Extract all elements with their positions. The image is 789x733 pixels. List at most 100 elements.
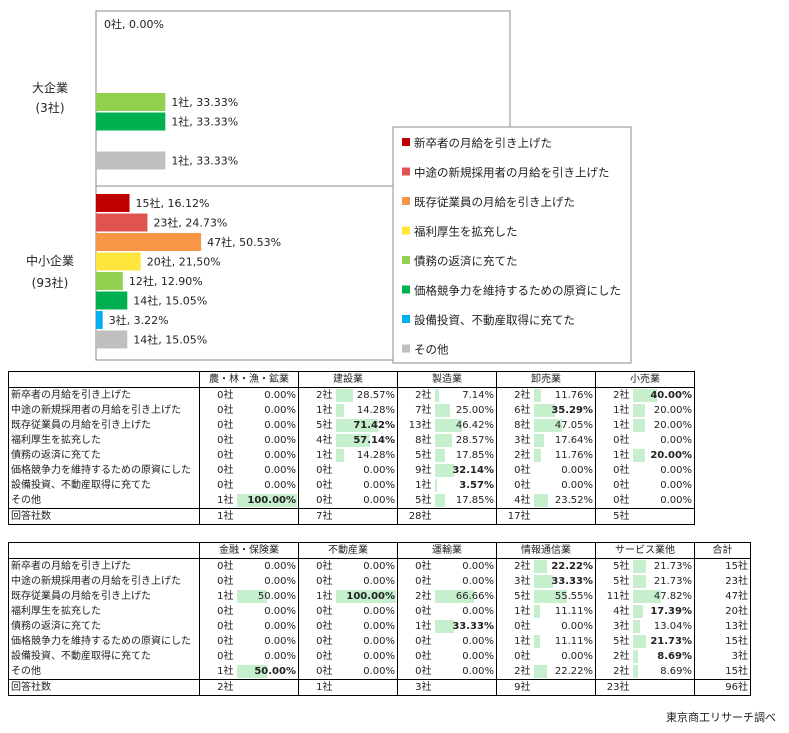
legend-swatch [402, 256, 410, 264]
count-cell: 0社 [298, 574, 335, 589]
row-label: 福利厚生を拡充した [8, 433, 200, 448]
percent-cell: 0.00% [533, 649, 596, 664]
percent-value: 22.22% [551, 561, 593, 572]
percent-bar [533, 449, 541, 462]
count-cell: 0社 [298, 619, 335, 634]
count-cell: 7社 [397, 403, 434, 418]
count-cell: 0社 [595, 493, 632, 509]
percent-value: 28.57% [356, 390, 395, 401]
percent-bar [632, 575, 646, 588]
percent-bar [533, 419, 562, 432]
percent-cell: 66.66% [434, 589, 497, 604]
percent-cell: 20.00% [631, 448, 695, 463]
count-cell: 1社 [397, 619, 434, 634]
percent-cell: 22.22% [533, 664, 596, 680]
count-cell: 9社 [397, 463, 434, 478]
percent-cell: 17.85% [434, 448, 497, 463]
percent-bar [434, 449, 446, 462]
row-label: 既存従業員の月給を引き上げた [8, 418, 200, 433]
percent-bar [434, 590, 475, 603]
percent-value: 11.11% [554, 606, 593, 617]
row-label: 価格競争力を維持するための原資にした [8, 463, 200, 478]
table-header: 金融・保険業 不動産業 運輸業 情報通信業 サービス業他 合計 [8, 542, 751, 559]
bar [96, 194, 130, 212]
percent-value: 28.57% [455, 435, 494, 446]
percent-value: 40.00% [650, 390, 692, 401]
percent-value: 0.00% [363, 495, 395, 506]
count-cell: 5社 [397, 448, 434, 463]
count-cell: 13社 [397, 418, 434, 433]
percent-cell: 33.33% [434, 619, 497, 634]
percent-cell: 17.39% [632, 604, 695, 619]
percent-cell: 0.00% [434, 664, 497, 680]
percent-cell: 0.00% [236, 463, 299, 478]
bar [96, 330, 128, 349]
legend-item: 既存従業員の月給を引き上げた [414, 195, 575, 209]
percent-value: 0.00% [264, 390, 296, 401]
count-cell: 3社 [397, 679, 434, 696]
count-cell: 0社 [496, 619, 533, 634]
percent-bar [335, 404, 345, 417]
count-cell: 0社 [397, 649, 434, 664]
count-cell: 0社 [199, 634, 236, 649]
table-row: 債務の返済に充てた 0社 0.00% 1社 14.28% 5社 17.85% 2社 11.76%… [8, 448, 695, 463]
percent-value: 71.42% [353, 420, 395, 431]
table-header: 農・林・漁・鉱業 建設業 製造業 卸売業 小売業 [8, 371, 695, 388]
data-label: 0社, 0.00% [104, 17, 164, 31]
count-cell: 1社 [199, 664, 236, 680]
percent-value: 0.00% [462, 606, 494, 617]
table-row: 福利厚生を拡充した 0社 0.00% 4社 57.14% 8社 28.57% 3社 17.64%… [8, 433, 695, 448]
count-cell: 1社 [298, 448, 335, 463]
column-header: 農・林・漁・鉱業 [199, 371, 299, 388]
percent-value: 57.14% [353, 435, 395, 446]
count-cell: 8社 [397, 433, 434, 448]
row-label: 債務の返済に充てた [8, 448, 200, 463]
empty-cell [433, 508, 497, 525]
legend-item: 債務の返済に充てた [414, 254, 518, 268]
data-label: 23社, 24.73% [153, 216, 227, 230]
count-cell: 2社 [595, 387, 632, 403]
percent-value: 0.00% [264, 480, 296, 491]
table-row: 福利厚生を拡充した 0社 0.00% 0社 0.00% 0社 0.00% 1社 11.11% 4社… [8, 604, 751, 619]
percent-value: 0.00% [264, 621, 296, 632]
total-cell: 15社 [694, 664, 751, 680]
bar [96, 93, 166, 111]
percent-value: 20.00% [653, 405, 692, 416]
count-cell: 6社 [496, 403, 533, 418]
row-label: 中途の新規採用者の月給を引き上げた [8, 574, 200, 589]
legend-item: 福利厚生を拡充した [414, 225, 518, 239]
count-cell: 1社 [199, 493, 236, 509]
percent-cell: 0.00% [335, 649, 398, 664]
count-cell: 0社 [298, 604, 335, 619]
total-cell: 23社 [694, 574, 751, 589]
percent-value: 0.00% [363, 561, 395, 572]
percent-value: 50.00% [254, 666, 296, 677]
legend-swatch [402, 167, 410, 176]
percent-cell: 32.14% [434, 463, 497, 478]
percent-cell: 21.73% [632, 559, 695, 575]
data-label: 3社, 3.22% [109, 313, 169, 327]
percent-cell: 100.00% [236, 493, 299, 509]
percent-value: 0.00% [561, 465, 593, 476]
count-cell: 7社 [298, 508, 335, 525]
percent-cell: 17.85% [434, 493, 497, 509]
percent-bar [236, 494, 297, 507]
percent-cell: 71.42% [335, 418, 398, 433]
table-row: 既存従業員の月給を引き上げた 0社 0.00% 5社 71.42% 13社 46.42% 8社… [8, 418, 695, 433]
legend-item: 設備投資、不動産取得に充てた [414, 313, 575, 327]
percent-value: 66.66% [455, 591, 494, 602]
count-cell: 3社 [496, 433, 533, 448]
percent-value: 0.00% [561, 651, 593, 662]
legend-item: 価格競争力を維持するための原資にした [414, 284, 621, 298]
total-cell: 47社 [694, 589, 751, 604]
percent-value: 20.00% [650, 450, 692, 461]
header-corner [8, 542, 200, 559]
count-cell: 23社 [595, 679, 632, 696]
percent-cell: 0.00% [236, 604, 299, 619]
count-cell: 1社 [496, 604, 533, 619]
percent-value: 17.85% [455, 450, 494, 461]
percent-cell: 46.42% [434, 418, 497, 433]
percent-value: 0.00% [462, 651, 494, 662]
percent-cell: 0.00% [434, 574, 497, 589]
count-cell: 2社 [298, 387, 335, 403]
